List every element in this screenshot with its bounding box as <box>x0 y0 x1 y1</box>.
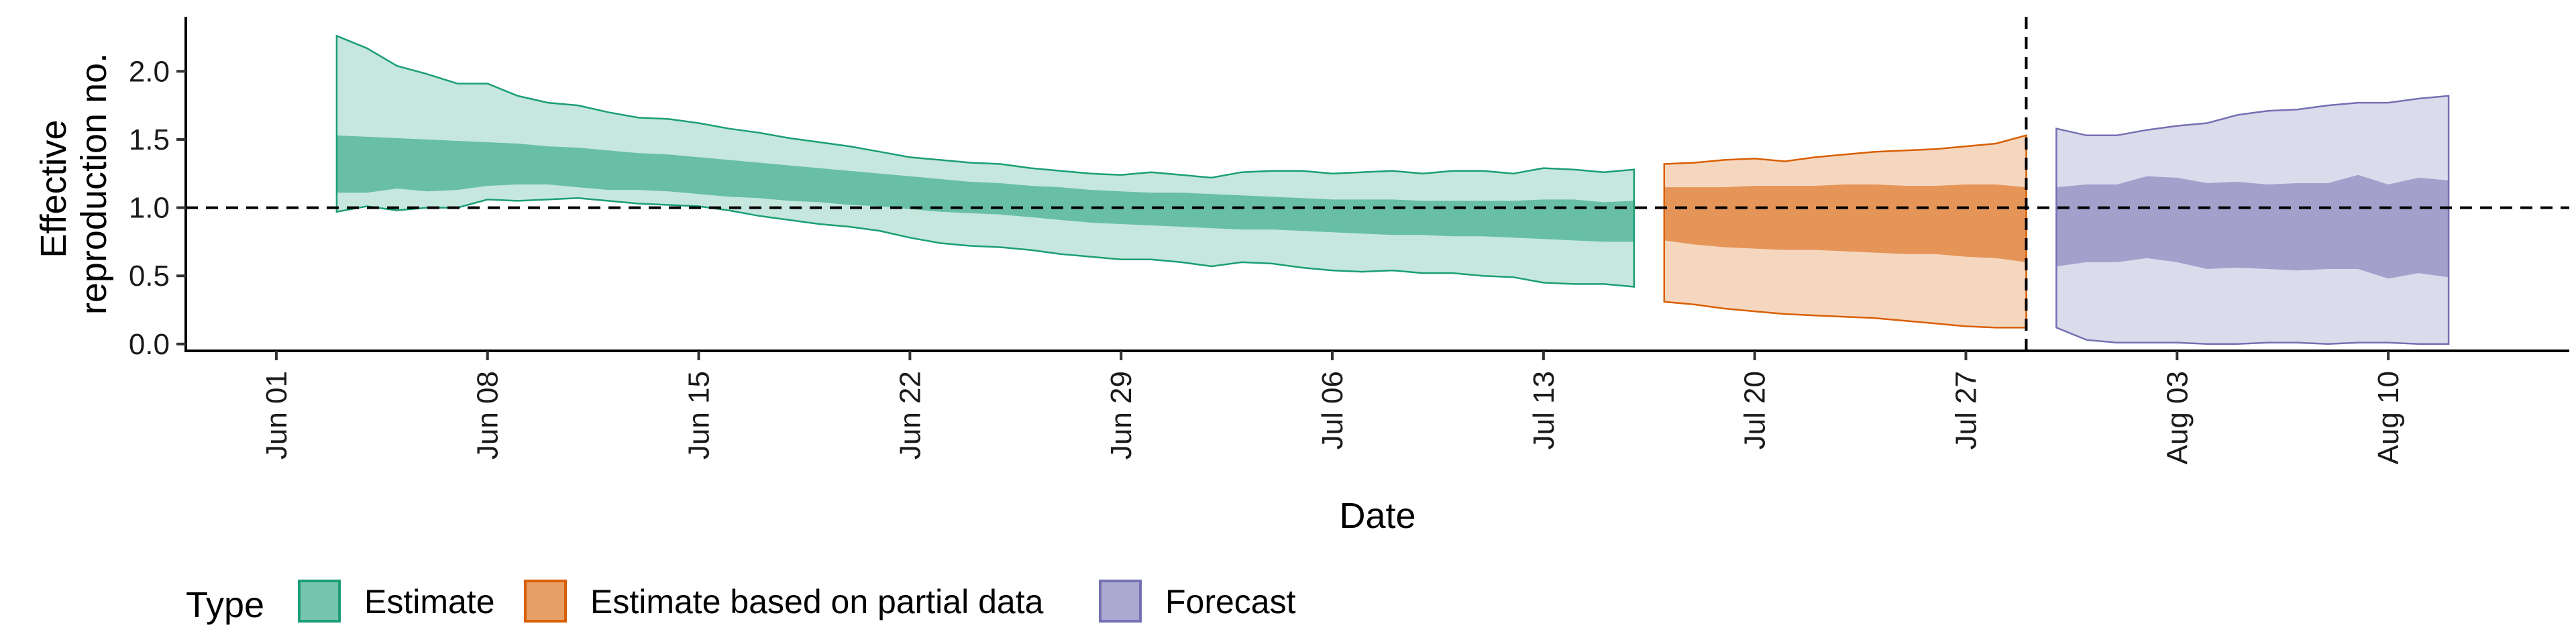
x-tick-label: Jul 20 <box>1739 371 1772 449</box>
y-axis-title: Effective reproduction no. <box>34 53 114 315</box>
y-tick-label: 0.5 <box>129 260 170 292</box>
legend-key-forecast <box>1099 580 1142 623</box>
estimate-band-50 <box>336 135 1634 242</box>
y-tick-label: 1.5 <box>129 123 170 156</box>
legend-title: Type <box>186 585 264 625</box>
estimate-based-on-partial-data-band-50 <box>1664 184 2027 262</box>
legend-label-forecast: Forecast <box>1165 583 1296 621</box>
x-tick-label: Jun 15 <box>683 371 716 460</box>
x-tick-label: Aug 10 <box>2372 371 2405 464</box>
x-tick-label: Jun 22 <box>894 371 926 460</box>
y-axis-title-line-2: reproduction no. <box>74 53 114 315</box>
y-tick-label: 2.0 <box>129 55 170 88</box>
x-tick-label: Jul 13 <box>1527 371 1560 449</box>
legend: Type Estimate Estimate based on partial d… <box>186 580 1296 625</box>
legend-key-estimate-based-on-partial-data <box>524 580 567 623</box>
y-tick-label: 1.0 <box>129 192 170 225</box>
x-axis-title: Date <box>1339 496 1415 536</box>
legend-key-estimate <box>298 580 341 623</box>
legend-label-estimate-based-on-partial-data: Estimate based on partial data <box>590 583 1044 621</box>
x-tick-label: Jul 06 <box>1316 371 1349 449</box>
x-tick-label: Jun 29 <box>1105 371 1138 460</box>
y-tick-label: 0.0 <box>129 328 170 361</box>
ribbon-layer <box>335 34 2450 345</box>
x-tick-label: Jun 01 <box>260 371 293 460</box>
legend-label-estimate: Estimate <box>364 583 495 621</box>
x-tick-label: Jun 08 <box>472 371 504 460</box>
y-axis-ticks: 0.0 0.5 1.0 1.5 2.0 <box>129 55 186 361</box>
forecast-band-50 <box>2056 174 2449 279</box>
y-axis-title-line-1: Effective <box>34 119 74 258</box>
x-axis-ticks: Jun 01 Jun 08 Jun 15 Jun 22 Jun 29 Jul 06 Jul … <box>260 351 2405 464</box>
x-tick-label: Aug 03 <box>2161 371 2194 464</box>
x-tick-label: Jul 27 <box>1950 371 1983 449</box>
